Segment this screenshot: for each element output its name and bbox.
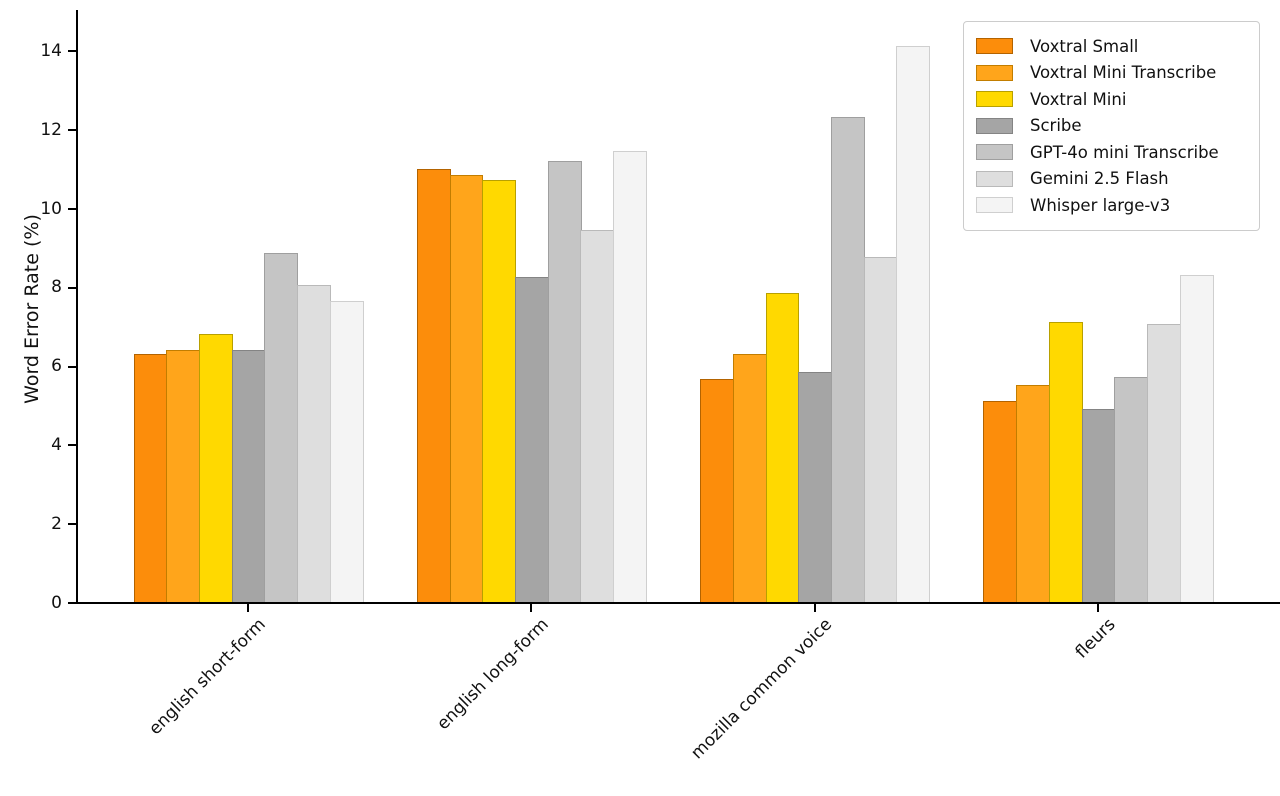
bar-voxtral-small-mozilla-common-voice (700, 379, 735, 602)
y-tick-mark (68, 523, 76, 526)
bar-whisper-large-v3-mozilla-common-voice (896, 46, 931, 602)
bar-voxtral-mini-english-long-form (482, 180, 517, 602)
bar-scribe-mozilla-common-voice (798, 371, 833, 602)
bar-voxtral-mini-mozilla-common-voice (765, 292, 800, 602)
legend-swatch-icon (976, 117, 1013, 134)
legend-label: Voxtral Mini (1030, 89, 1127, 109)
bar-scribe-english-long-form (514, 276, 549, 602)
x-axis-spine (76, 602, 1280, 604)
y-axis-spine (76, 10, 78, 604)
legend-label: Whisper large-v3 (1030, 195, 1171, 215)
y-tick-mark (68, 365, 76, 368)
x-tick-label: english long-form (433, 614, 554, 735)
legend-label: GPT-4o mini Transcribe (1030, 142, 1219, 162)
bar-voxtral-mini-transcribe-mozilla-common-voice (732, 353, 767, 602)
bar-gpt-4o-mini-transcribe-english-long-form (547, 160, 582, 602)
y-tick-label: 8 (51, 277, 62, 298)
y-tick-mark (68, 50, 76, 53)
legend-swatch-icon (976, 170, 1013, 187)
bar-gemini-2-5-flash-english-short-form (297, 284, 331, 602)
bar-voxtral-mini-transcribe-english-long-form (449, 174, 484, 602)
bar-voxtral-mini-fleurs (1048, 322, 1083, 602)
bar-voxtral-small-english-long-form (416, 168, 451, 602)
x-tick-mark (247, 604, 249, 612)
bar-scribe-english-short-form (231, 349, 266, 602)
y-tick-label: 6 (51, 356, 62, 377)
y-tick-mark (68, 444, 76, 447)
x-tick-label: fleurs (1071, 614, 1120, 663)
legend-swatch-icon (976, 144, 1013, 161)
y-tick-label: 10 (40, 198, 62, 219)
y-tick-label: 4 (51, 434, 62, 455)
x-tick-label: mozilla common voice (687, 614, 837, 764)
bar-voxtral-mini-transcribe-english-short-form (166, 349, 201, 602)
legend-row: Whisper large-v3 (976, 192, 1247, 219)
y-tick-label: 14 (40, 40, 62, 61)
y-tick-label: 2 (51, 513, 62, 534)
bar-whisper-large-v3-fleurs (1179, 274, 1214, 602)
legend-label: Voxtral Mini Transcribe (1030, 63, 1217, 83)
legend-swatch-icon (976, 64, 1013, 81)
legend-row: GPT-4o mini Transcribe (976, 139, 1247, 166)
bar-voxtral-mini-transcribe-fleurs (1016, 385, 1051, 602)
legend-row: Voxtral Mini (976, 86, 1247, 113)
legend-label: Gemini 2.5 Flash (1030, 169, 1169, 189)
legend-swatch-icon (976, 38, 1013, 55)
legend: Voxtral Small Voxtral Mini Transcribe Voxt… (963, 21, 1260, 231)
bar-gemini-2-5-flash-fleurs (1146, 324, 1181, 602)
bar-voxtral-mini-english-short-form (198, 334, 233, 602)
x-tick-mark (1096, 604, 1099, 612)
y-tick-mark (68, 129, 76, 132)
bar-voxtral-small-english-short-form (133, 353, 168, 602)
y-tick-label: 12 (40, 119, 62, 140)
bar-voxtral-small-fleurs (983, 401, 1018, 602)
bar-gpt-4o-mini-transcribe-english-short-form (264, 253, 299, 602)
legend-row: Gemini 2.5 Flash (976, 166, 1247, 193)
bar-gemini-2-5-flash-english-long-form (580, 229, 615, 602)
y-tick-mark (68, 208, 76, 210)
legend-swatch-icon (976, 197, 1013, 214)
bar-gpt-4o-mini-transcribe-fleurs (1114, 377, 1149, 602)
legend-row: Scribe (976, 113, 1247, 140)
y-tick-label: 0 (51, 592, 62, 613)
bar-whisper-large-v3-english-long-form (613, 150, 647, 602)
bar-whisper-large-v3-english-short-form (329, 300, 364, 602)
y-tick-mark (68, 286, 76, 289)
x-tick-mark (813, 604, 816, 612)
legend-label: Voxtral Small (1030, 36, 1139, 56)
bar-scribe-fleurs (1081, 408, 1116, 602)
bar-gpt-4o-mini-transcribe-mozilla-common-voice (830, 117, 865, 602)
x-tick-mark (530, 604, 533, 612)
legend-row: Voxtral Mini Transcribe (976, 60, 1247, 87)
y-axis-label: Word Error Rate (%) (21, 214, 43, 404)
y-tick-mark (68, 602, 76, 604)
legend-row: Voxtral Small (976, 33, 1247, 60)
legend-label: Scribe (1030, 116, 1082, 136)
x-tick-label: english short-form (145, 614, 270, 740)
bar-gemini-2-5-flash-mozilla-common-voice (863, 257, 898, 602)
legend-swatch-icon (976, 91, 1013, 108)
